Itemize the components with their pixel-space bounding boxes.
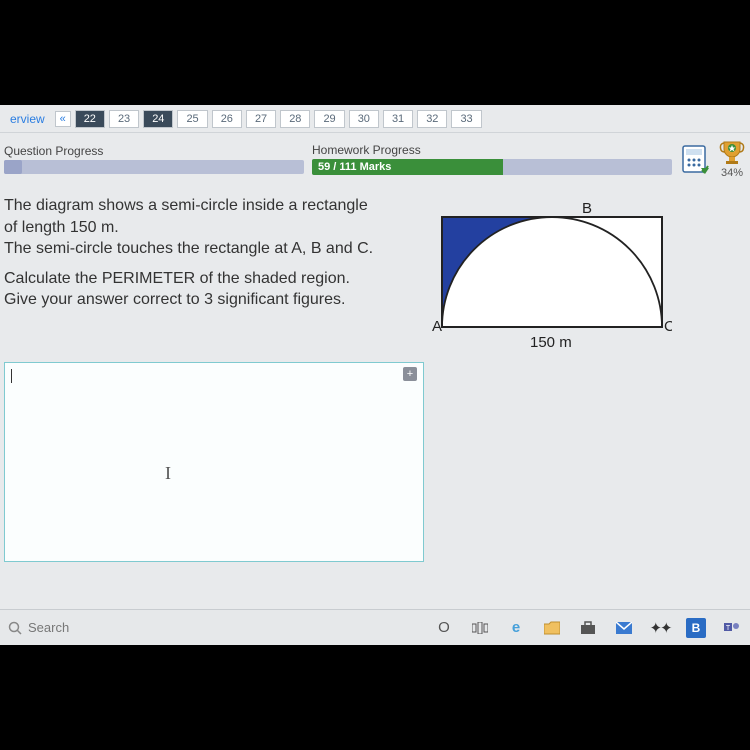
- question-progress-label: Question Progress: [4, 144, 304, 158]
- question-progress-bar: [4, 160, 304, 174]
- taskview-icon[interactable]: [470, 618, 490, 638]
- q-32[interactable]: 32: [417, 110, 447, 128]
- q-26[interactable]: 26: [212, 110, 242, 128]
- content: The diagram shows a semi-circle inside a…: [0, 189, 750, 354]
- dropbox-icon[interactable]: ✦✦: [650, 618, 670, 638]
- q-29[interactable]: 29: [314, 110, 344, 128]
- cortana-icon[interactable]: O: [434, 618, 454, 638]
- nav-prev[interactable]: «: [55, 111, 71, 127]
- diagram-svg: A B C 150 m: [432, 199, 672, 349]
- q-25[interactable]: 25: [177, 110, 207, 128]
- question-line-1a: The diagram shows a semi-circle inside a…: [4, 197, 368, 214]
- edge-icon[interactable]: e: [506, 618, 526, 638]
- q-30[interactable]: 30: [349, 110, 379, 128]
- q-22[interactable]: 22: [75, 110, 105, 128]
- svg-text:A: A: [432, 318, 442, 335]
- ibeam-cursor: I: [165, 463, 171, 484]
- answer-input[interactable]: + I: [4, 362, 424, 562]
- question-line-1b: of length 150 m.: [4, 219, 119, 236]
- teams-icon[interactable]: T: [722, 618, 742, 638]
- question-progress-fill: [4, 160, 22, 174]
- question-text: The diagram shows a semi-circle inside a…: [4, 195, 414, 354]
- homework-progress-fill: 59 / 111 Marks: [312, 159, 503, 175]
- header-icons: 34%: [680, 139, 746, 179]
- homework-progress-label: Homework Progress: [312, 143, 672, 157]
- q-24[interactable]: 24: [143, 110, 173, 128]
- question-para-2: Calculate the PERIMETER of the shaded re…: [4, 268, 414, 311]
- svg-text:150 m: 150 m: [530, 334, 572, 349]
- svg-text:B: B: [582, 200, 592, 217]
- question-para-1: The diagram shows a semi-circle inside a…: [4, 195, 414, 260]
- b-app-icon[interactable]: B: [686, 618, 706, 638]
- trophy-percent: 34%: [721, 167, 743, 179]
- q-28[interactable]: 28: [280, 110, 310, 128]
- overview-link[interactable]: erview: [4, 110, 51, 128]
- question-line-1c: The semi-circle touches the rectangle at…: [4, 240, 373, 257]
- search-label: Search: [28, 620, 69, 635]
- q-23[interactable]: 23: [109, 110, 139, 128]
- taskbar-icons: O e ✦✦ B T: [434, 618, 742, 638]
- trophy-icon: [718, 139, 746, 165]
- app-screen: erview « 22 23 24 25 26 27 28 29 30 31 3…: [0, 105, 750, 645]
- q-27[interactable]: 27: [246, 110, 276, 128]
- q-31[interactable]: 31: [383, 110, 413, 128]
- trophy[interactable]: 34%: [718, 139, 746, 179]
- question-line-2a: Calculate the PERIMETER of the shaded re…: [4, 270, 350, 287]
- q-33[interactable]: 33: [451, 110, 481, 128]
- homework-progress: Homework Progress 59 / 111 Marks: [312, 143, 672, 175]
- question-progress: Question Progress: [4, 144, 304, 174]
- diagram: A B C 150 m: [432, 195, 692, 354]
- question-nav: erview « 22 23 24 25 26 27 28 29 30 31 3…: [0, 105, 750, 133]
- explorer-icon[interactable]: [542, 618, 562, 638]
- search-icon: [8, 621, 22, 635]
- homework-progress-bar: 59 / 111 Marks: [312, 159, 672, 175]
- store-icon[interactable]: [578, 618, 598, 638]
- text-cursor: [11, 369, 12, 383]
- taskbar: Search O e ✦✦ B T: [0, 609, 750, 645]
- progress-row: Question Progress Homework Progress 59 /…: [0, 133, 750, 189]
- calculator-icon[interactable]: [680, 144, 710, 174]
- mail-icon[interactable]: [614, 618, 634, 638]
- search-box[interactable]: Search: [8, 620, 69, 635]
- question-line-2b: Give your answer correct to 3 significan…: [4, 291, 345, 308]
- svg-text:T: T: [726, 625, 731, 632]
- svg-text:C: C: [664, 318, 672, 335]
- add-icon[interactable]: +: [403, 367, 417, 381]
